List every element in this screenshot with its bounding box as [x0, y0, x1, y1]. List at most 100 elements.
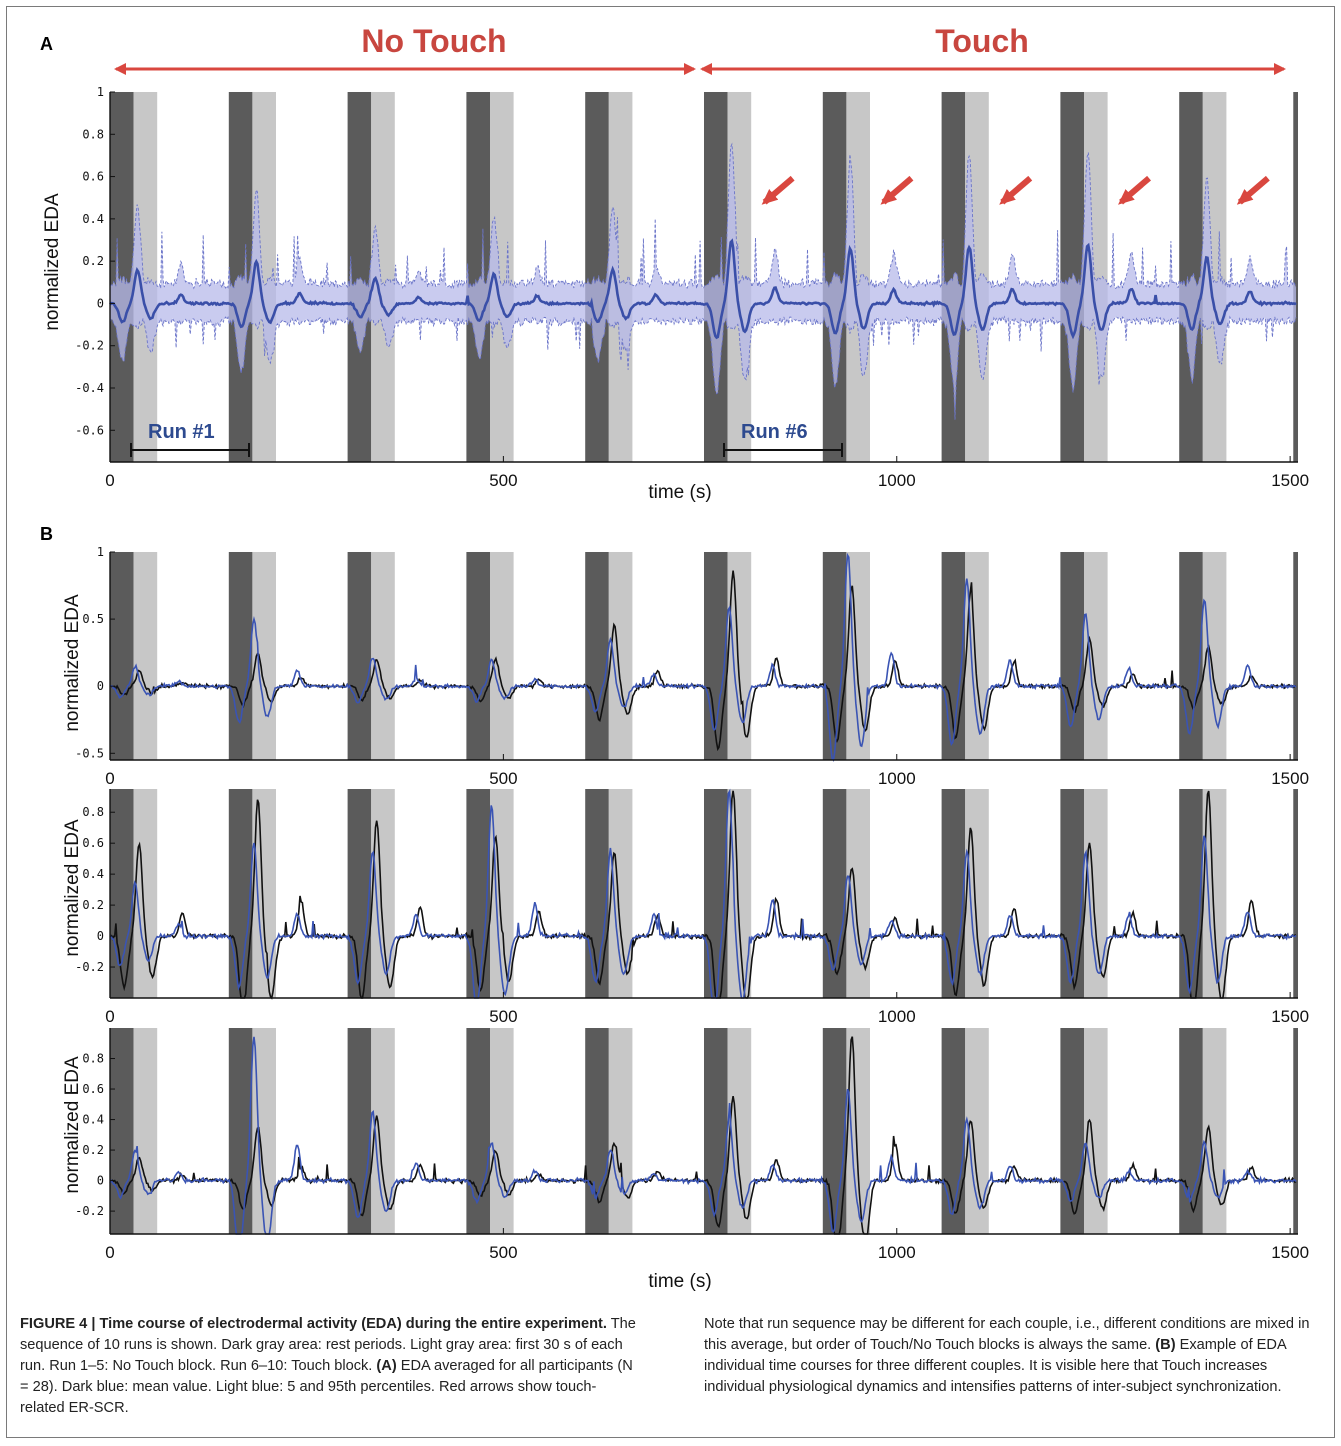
panel-b1-rest-period-11	[1293, 552, 1298, 760]
panel-b1-rest-period-9	[1060, 552, 1085, 760]
panel-a-ytick-label-6: -0.2	[75, 339, 104, 353]
panel-a-first30-3	[371, 92, 395, 462]
panel-a-ytick-label-5: 0	[97, 296, 104, 310]
panel-b2-rest-period-4	[466, 789, 491, 998]
panel-b-xlabel: time (s)	[648, 1271, 711, 1292]
panel-b2-ytick-label-3: 0.2	[82, 898, 104, 912]
panel-b2-first30-7	[846, 789, 871, 998]
panel-b3-ytick-label-0: 0.8	[82, 1052, 104, 1066]
caption-right-text1: Note that run sequence may be different …	[704, 1316, 1310, 1353]
panel-b2-rest-period-10	[1179, 789, 1203, 998]
panel-b3-first30-3	[371, 1028, 395, 1234]
panel-b3-rest-period-6	[704, 1028, 728, 1234]
panel-b3-rest-period-11	[1293, 1028, 1298, 1234]
panel-b3-first30-4	[490, 1028, 514, 1234]
panel-b2-ytick-label-1: 0.6	[82, 836, 104, 850]
panel-a-red-arrow-5	[1236, 175, 1270, 205]
panel-b2-ytick-label-2: 0.4	[82, 867, 104, 881]
panel-b2-rest-period-2	[228, 789, 253, 998]
panel-b3-ylabel: normalized EDA	[62, 1056, 83, 1194]
panel-a-red-arrow-4	[1118, 175, 1151, 205]
panel-a-red-arrows	[761, 175, 1270, 205]
panel-a-red-arrow-2	[880, 175, 914, 205]
panel-b2-rest-period-5	[585, 789, 609, 998]
panel-a-first30-5	[608, 92, 633, 462]
panel-b1-first30-10	[1202, 552, 1227, 760]
panel-b2-rest-period-3	[347, 789, 372, 998]
panel-a-rest-period-4	[466, 92, 491, 462]
panel-a-xtick-label-0: 0	[105, 471, 114, 490]
panel-b3-xtick-label-500: 500	[489, 1243, 517, 1262]
panel-a-xlabel: time (s)	[648, 482, 711, 503]
panel-b2-xtick-label-1000: 1000	[878, 1007, 916, 1026]
panel-b3-first30-5	[608, 1028, 633, 1234]
panel-a-red-arrow-3	[999, 175, 1033, 205]
panel-b2-rest-period-1	[110, 789, 134, 998]
panel-a-percentile-band	[109, 142, 1297, 420]
panel-b3-xtick-label-1500: 1500	[1271, 1243, 1309, 1262]
panel-b1-first30-4	[490, 552, 514, 760]
panel-a-first30-1	[133, 92, 158, 462]
panel-b1-rest-period-3	[347, 552, 372, 760]
panel-b2-first30-10	[1202, 789, 1227, 998]
caption-left-text2: EDA averaged for all participants (N = 2…	[20, 1358, 633, 1416]
run1-label: Run #1	[148, 421, 215, 443]
panel-b3-rest-period-5	[585, 1028, 609, 1234]
panel-b3-rest-period-4	[466, 1028, 491, 1234]
panel-b2-first30-3	[371, 789, 395, 998]
panel-b1-first30-7	[846, 552, 871, 760]
panel-b2-first30-9	[1084, 789, 1108, 998]
panel-b3-black-series	[109, 1036, 1297, 1235]
panel-b3-ytick-label-2: 0.4	[82, 1113, 104, 1127]
panel-a-ytick-label-4: 0.2	[82, 254, 104, 268]
panel-b3-axes: 0 500 1000 1500 0.8 0.6 0.4 0.2 0 -0.2	[75, 1028, 1309, 1262]
panel-b3-ytick-label-4: 0	[97, 1174, 104, 1188]
panel-b1-ytick-label-2: 0	[97, 679, 104, 693]
panel-a-ytick-label-8: -0.6	[75, 423, 104, 437]
panel-b2-first30-8	[965, 789, 989, 998]
panel-b1-blue-series	[109, 552, 1297, 762]
panel-b2-ytick-label-0: 0.8	[82, 805, 104, 819]
panel-b2-first30-6	[727, 789, 752, 998]
panel-b1-ytick-label-0: 1	[97, 545, 104, 559]
panel-b3-first30-2	[252, 1028, 277, 1234]
panel-a-ytick-label-2: 0.6	[82, 170, 104, 184]
panel-b-letter: B	[40, 524, 53, 544]
panel-b1-rest-period-1	[110, 552, 134, 760]
panel-a-p95-line	[109, 142, 1297, 290]
figure-svg: A No Touch Touch 0 500 1000 150010.80.60.40…	[40, 23, 1309, 1292]
panel-b1-first30-8	[965, 552, 989, 760]
panel-a-background	[110, 92, 1298, 462]
panel-b2-ytick-label-5: -0.2	[75, 960, 104, 974]
panel-b2-rest-period-8	[941, 789, 966, 998]
caption-title: FIGURE 4 | Time course of electrodermal …	[20, 1316, 607, 1332]
panel-a-mean-line	[109, 238, 1297, 340]
panel-b1-xtick-label-0: 0	[105, 769, 114, 788]
panel-b1-first30-5	[608, 552, 633, 760]
panel-b3-first30-9	[1084, 1028, 1108, 1234]
panel-b1-xtick-label-500: 500	[489, 769, 517, 788]
panel-b2: 0 500 1000 1500 0.8 0.6 0.4 0.2 0 -0.2	[75, 788, 1309, 1026]
panel-a-ytick-label-1: 0.8	[82, 127, 104, 141]
panel-b3-blue-series	[109, 1036, 1297, 1235]
panel-a-rest-period-3	[347, 92, 372, 462]
panel-a-p5-line	[109, 315, 1297, 420]
panel-b1-ytick-label-3: -0.5	[75, 746, 104, 760]
panel-a-first30-2	[252, 92, 277, 462]
caption-left-column: FIGURE 4 | Time course of electrodermal …	[20, 1314, 640, 1419]
panel-b3-first30-10	[1202, 1028, 1227, 1234]
caption-left-text1: The sequence of 10 runs is shown. Dark g…	[20, 1316, 636, 1374]
panel-a-rest-period-1	[110, 92, 134, 462]
touch-label: Touch	[935, 23, 1029, 59]
panel-b2-first30-2	[252, 789, 277, 998]
panel-b2-xtick-label-500: 500	[489, 1007, 517, 1026]
panel-b1-background	[110, 552, 1298, 760]
panel-a-xtick-label-1000: 1000	[878, 471, 916, 490]
panel-a-first30-4	[490, 92, 514, 462]
panel-b2-rest-period-11	[1293, 789, 1298, 998]
panel-a-rest-period-5	[585, 92, 609, 462]
panel-b1-ylabel: normalized EDA	[62, 594, 83, 732]
panel-b3-first30-7	[846, 1028, 871, 1234]
